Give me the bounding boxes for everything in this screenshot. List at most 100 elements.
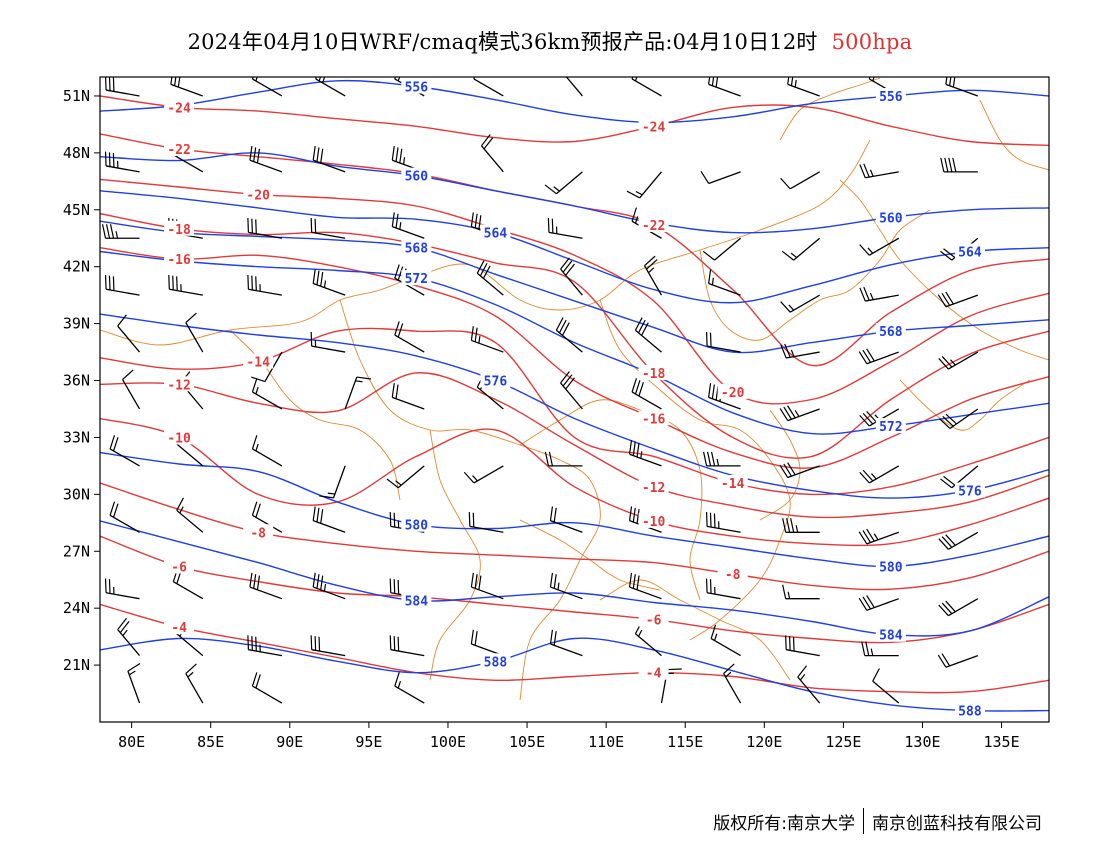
height-label-bg bbox=[954, 243, 985, 259]
temperature-label-bg bbox=[717, 566, 748, 582]
map-axes: 51N 48N 45N 42N 39N 36N 33N 30N 27N 24N 21N 80E 85E 9… bbox=[63, 87, 1020, 751]
height-contour-label: 576 bbox=[484, 375, 508, 390]
lon-tick-label: 85E bbox=[197, 733, 224, 751]
lat-tick-label: 27N bbox=[63, 542, 90, 560]
temperature-contour bbox=[100, 372, 1049, 519]
temperature-label-bg bbox=[164, 558, 195, 574]
height-contour-label: 556 bbox=[879, 90, 903, 105]
temperature-contour-label: -24 bbox=[167, 101, 191, 116]
height-contour-label: 564 bbox=[484, 227, 508, 242]
temperature-contour-label: -18 bbox=[167, 223, 191, 238]
wind-barb bbox=[780, 294, 820, 313]
lon-tick-label: 115E bbox=[667, 733, 703, 751]
lat-tick-label: 21N bbox=[63, 656, 90, 674]
border-line bbox=[429, 429, 481, 681]
wind-barbs bbox=[101, 77, 979, 704]
temperature-contour-label: -16 bbox=[167, 253, 191, 268]
wind-barb bbox=[937, 291, 979, 308]
wind-barb bbox=[170, 77, 204, 97]
lon-tick-label: 130E bbox=[904, 733, 940, 751]
lon-tick-label: 135E bbox=[983, 733, 1019, 751]
wind-barb bbox=[251, 501, 283, 533]
height-contour bbox=[100, 637, 1049, 712]
wind-barb bbox=[859, 163, 899, 179]
temperature-contour-label: -10 bbox=[167, 431, 191, 446]
temperature-contour-label: -24 bbox=[642, 120, 666, 135]
height-contour-label: 588 bbox=[958, 705, 982, 720]
border-line bbox=[979, 99, 1049, 171]
temperature-contour-label: -4 bbox=[646, 667, 662, 682]
temperature-contour-label: -10 bbox=[642, 515, 666, 530]
temperature-label-bg bbox=[638, 512, 669, 528]
temperature-contour-label: -18 bbox=[642, 367, 666, 382]
height-contour-label: 572 bbox=[405, 272, 428, 287]
wind-barb bbox=[628, 572, 662, 600]
wind-barb bbox=[468, 512, 504, 533]
wind-barb bbox=[312, 269, 346, 296]
wind-barb bbox=[312, 572, 346, 600]
temperature-label-bg bbox=[638, 216, 669, 232]
contour-labels: -24 -24 -22 -22 -20 -20 -18 -18 -16 -16 -14 -14 -12 -… bbox=[164, 78, 985, 720]
height-label-bg bbox=[875, 323, 906, 339]
wind-barb bbox=[700, 171, 741, 185]
wind-barb bbox=[626, 171, 662, 199]
wind-barb bbox=[938, 531, 979, 550]
height-contour-label: 584 bbox=[879, 629, 903, 644]
temperature-label-bg bbox=[717, 474, 748, 490]
wind-barb bbox=[104, 151, 140, 173]
wind-barb bbox=[127, 662, 141, 704]
wind-barb bbox=[176, 497, 204, 533]
wind-barb bbox=[859, 408, 900, 427]
temperature-contour-label: -22 bbox=[642, 219, 665, 234]
wind-barb bbox=[939, 408, 979, 430]
wind-barb bbox=[710, 624, 741, 657]
wind-barb bbox=[858, 528, 899, 545]
wind-barb bbox=[565, 77, 583, 97]
temperature-label-bg bbox=[638, 611, 669, 627]
temperature-contour bbox=[100, 95, 1049, 146]
wind-barb bbox=[463, 465, 504, 484]
temperature-contour-label: -16 bbox=[642, 412, 666, 427]
wind-barb bbox=[631, 378, 662, 410]
wind-barb bbox=[117, 314, 141, 353]
wind-barb bbox=[344, 376, 372, 410]
temperature-contour bbox=[100, 482, 1049, 591]
wind-barb bbox=[945, 77, 979, 97]
height-contour-label: 564 bbox=[958, 246, 982, 261]
wind-barb bbox=[702, 451, 741, 467]
temperature-label-bg bbox=[164, 220, 195, 236]
lon-tick-label: 110E bbox=[588, 733, 624, 751]
height-contour-label: 560 bbox=[879, 211, 903, 226]
lat-tick-label: 45N bbox=[63, 201, 90, 219]
lat-tick-label: 48N bbox=[63, 144, 90, 162]
wind-barb bbox=[938, 598, 979, 617]
lat-tick-label: 33N bbox=[63, 428, 90, 446]
footer-copyright: 版权所有:南京大学 bbox=[713, 813, 855, 834]
wind-barb bbox=[185, 663, 204, 704]
height-contour-label: 568 bbox=[405, 242, 429, 257]
border-line bbox=[599, 579, 791, 681]
wind-barb bbox=[940, 157, 978, 173]
wind-barb bbox=[779, 405, 820, 422]
wind-barb bbox=[705, 578, 741, 600]
lat-tick-label: 30N bbox=[63, 485, 90, 503]
height-label-bg bbox=[954, 482, 985, 498]
wind-barb bbox=[249, 145, 283, 173]
wind-barb bbox=[104, 578, 140, 600]
wind-barb bbox=[251, 672, 283, 704]
temperature-contour bbox=[100, 212, 1049, 459]
wind-barb bbox=[109, 501, 140, 533]
temperature-contour-label: -4 bbox=[171, 621, 187, 636]
height-label-bg bbox=[401, 270, 432, 286]
wind-barb bbox=[117, 617, 141, 657]
wind-barb bbox=[312, 506, 346, 533]
height-label-bg bbox=[480, 653, 511, 669]
wind-barb bbox=[251, 351, 283, 383]
temperature-contour-label: -8 bbox=[725, 568, 741, 583]
temperature-contour-label: -8 bbox=[250, 526, 266, 541]
temperature-contours bbox=[100, 95, 1049, 694]
height-label-bg bbox=[401, 167, 432, 183]
height-label-bg bbox=[480, 372, 511, 388]
height-contour-label: 588 bbox=[484, 655, 508, 670]
